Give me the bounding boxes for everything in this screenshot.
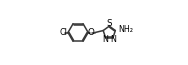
Text: Cl: Cl [60, 28, 68, 37]
Text: N: N [102, 35, 108, 44]
Text: N: N [110, 35, 116, 44]
Text: S: S [106, 19, 112, 28]
Text: NH₂: NH₂ [118, 25, 133, 34]
Text: O: O [88, 28, 95, 37]
